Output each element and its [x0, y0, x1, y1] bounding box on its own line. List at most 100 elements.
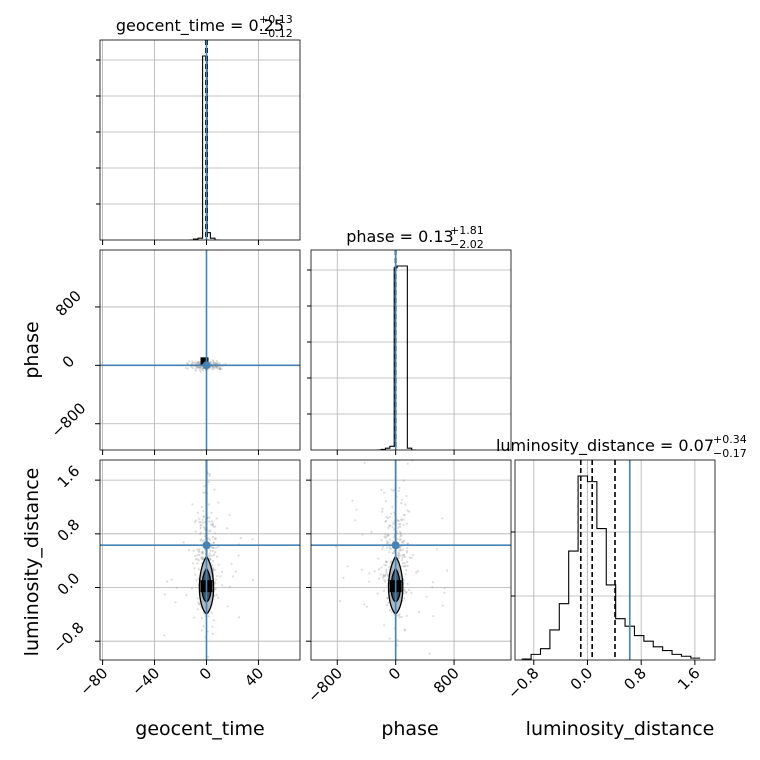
- sample-point: [214, 362, 217, 365]
- x-tick-label-phase: 0: [385, 664, 404, 683]
- sample-point: [401, 554, 404, 557]
- sample-point: [391, 551, 394, 554]
- panel-content: [311, 460, 511, 660]
- sample-point: [201, 367, 204, 370]
- panel-frame: [514, 459, 716, 661]
- sample-point: [363, 461, 366, 465]
- sample-point: [403, 589, 407, 593]
- sample-point: [398, 530, 401, 534]
- sample-point: [200, 552, 203, 555]
- sample-point: [212, 362, 215, 365]
- sample-point: [403, 539, 406, 542]
- sample-point: [202, 625, 205, 628]
- sample-point: [231, 575, 235, 578]
- sample-point: [217, 596, 220, 599]
- sample-point: [194, 369, 198, 372]
- sample-point: [196, 366, 199, 369]
- ylabel-phase: phase: [21, 321, 43, 378]
- panel-0-0: [96, 39, 301, 245]
- sample-point: [228, 513, 231, 517]
- sample-point: [251, 538, 254, 541]
- sample-point: [200, 556, 203, 559]
- sample-point: [398, 522, 401, 526]
- sample-point: [212, 566, 215, 570]
- sample-point: [392, 521, 395, 524]
- sample-point: [402, 513, 405, 517]
- sample-point: [214, 568, 217, 572]
- sample-point: [214, 578, 218, 581]
- sample-point: [388, 551, 391, 554]
- sample-point: [392, 523, 395, 526]
- sample-point: [406, 542, 409, 545]
- sample-point: [214, 365, 217, 368]
- sample-point: [200, 523, 203, 526]
- x-tick-label-luminosity_distance: 0.0: [567, 664, 597, 694]
- sample-point: [399, 545, 402, 549]
- sample-point: [396, 639, 399, 642]
- truth-marker: [391, 541, 400, 550]
- sample-point: [217, 501, 220, 504]
- sample-point: [199, 365, 202, 369]
- sample-point: [193, 567, 196, 570]
- panel-frame: [99, 459, 301, 661]
- sample-point: [385, 560, 388, 564]
- sample-point: [200, 617, 204, 620]
- sample-point: [385, 546, 389, 549]
- sample-point: [200, 531, 203, 534]
- sample-point: [197, 549, 200, 552]
- sample-point: [216, 367, 219, 370]
- sample-point: [405, 551, 409, 554]
- sample-point: [196, 597, 199, 600]
- sample-point: [397, 489, 400, 493]
- sample-point: [196, 608, 199, 611]
- sample-point: [388, 515, 391, 519]
- sample-point: [198, 366, 201, 369]
- sample-point: [209, 361, 212, 364]
- sample-point: [398, 613, 401, 616]
- sample-point: [389, 524, 392, 527]
- sample-point: [406, 462, 409, 465]
- sample-point: [384, 500, 387, 503]
- sample-point: [387, 526, 390, 529]
- sample-point: [199, 533, 202, 536]
- sample-point: [398, 614, 401, 617]
- sample-point: [199, 370, 202, 373]
- sample-point: [211, 554, 214, 557]
- sample-point: [197, 361, 200, 364]
- sample-point: [202, 539, 206, 542]
- sample-point: [208, 474, 211, 477]
- sample-point: [196, 362, 199, 365]
- sample-point: [226, 605, 229, 608]
- sample-point: [237, 616, 241, 619]
- sample-point: [195, 366, 198, 369]
- sample-point: [185, 593, 188, 597]
- sample-point: [388, 538, 391, 541]
- sample-point: [212, 568, 215, 571]
- sample-point: [360, 568, 363, 571]
- sample-point: [402, 579, 405, 582]
- sample-point: [405, 522, 409, 525]
- sample-point: [383, 574, 387, 578]
- sample-point: [212, 525, 216, 529]
- sample-point: [204, 527, 207, 530]
- sample-point: [215, 517, 218, 520]
- sample-point: [406, 509, 409, 512]
- sample-point: [224, 362, 227, 366]
- sample-point: [441, 517, 444, 520]
- sample-point: [390, 512, 393, 515]
- sample-point: [239, 537, 242, 540]
- sample-point: [163, 634, 166, 637]
- sample-point: [213, 488, 216, 491]
- sample-point: [201, 550, 204, 553]
- sample-point: [196, 548, 199, 551]
- sample-point: [385, 597, 389, 600]
- sample-point: [388, 637, 391, 640]
- sample-point: [403, 562, 406, 565]
- sample-point: [396, 644, 399, 647]
- sample-point: [211, 366, 214, 369]
- x-tick-label-geocent_time: −80: [76, 664, 111, 699]
- sample-point: [441, 604, 444, 607]
- sample-point: [386, 597, 389, 600]
- sample-point: [217, 457, 219, 459]
- sample-point: [203, 485, 206, 488]
